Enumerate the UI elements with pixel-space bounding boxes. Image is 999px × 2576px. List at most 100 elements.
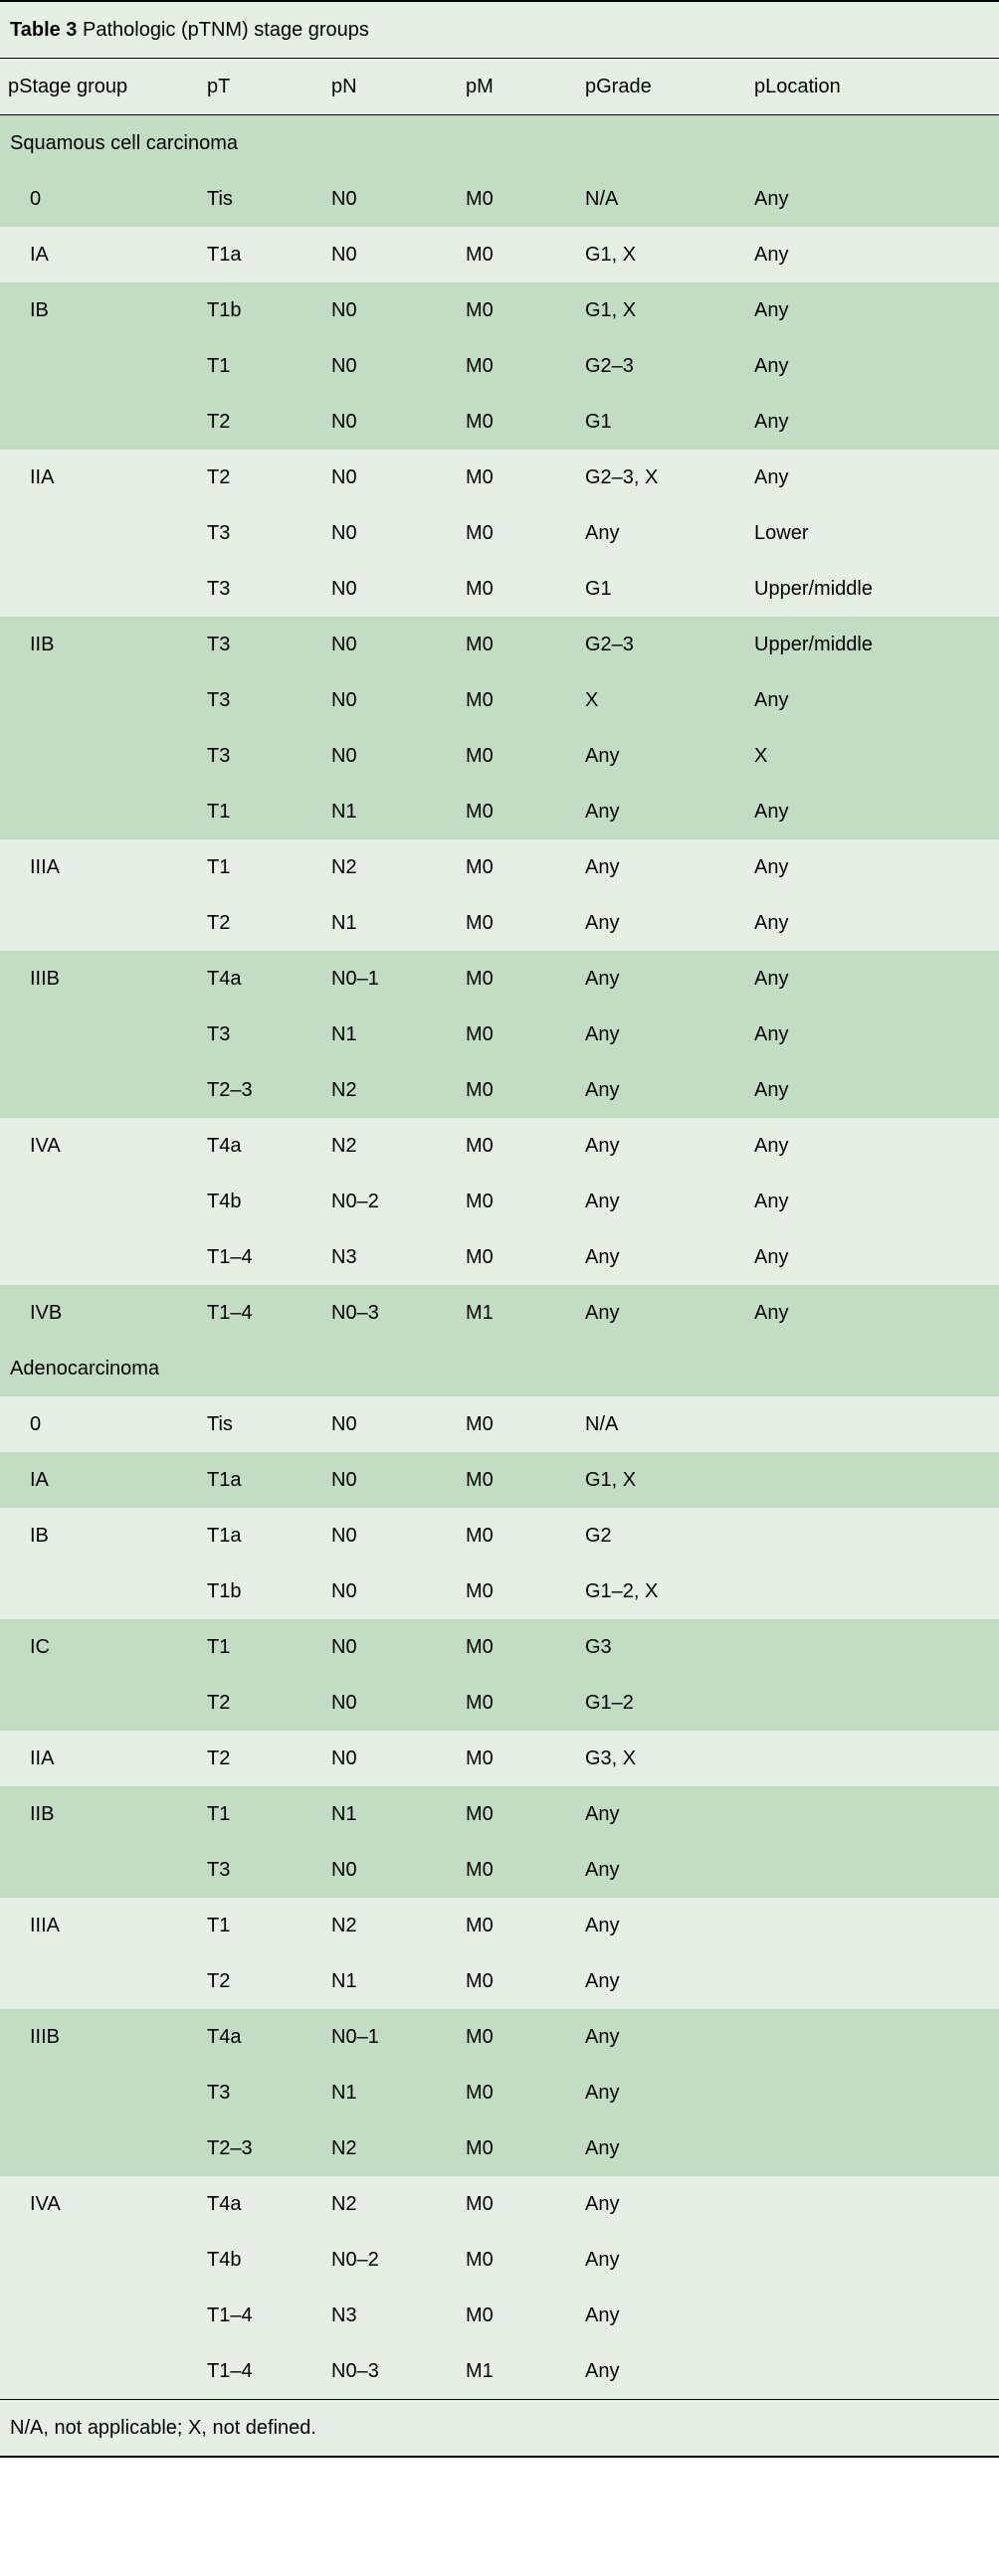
table-footnote-row: N/A, not applicable; X, not defined. (0, 2400, 999, 2458)
cell-plocation: Upper/middle (746, 561, 999, 617)
cell-pm: M0 (458, 171, 577, 227)
cell-pn: N0 (323, 672, 458, 728)
table-row: T2N1M0AnyAny (0, 895, 999, 951)
cell-pn: N1 (323, 1007, 458, 1062)
cell-pt: T4a (199, 951, 323, 1007)
cell-stage: IIA (0, 1731, 199, 1786)
cell-stage (0, 2288, 199, 2343)
table-row: T3N0M0XAny (0, 672, 999, 728)
cell-pm: M0 (458, 227, 577, 282)
cell-pn: N3 (323, 2288, 458, 2343)
cell-pn: N0 (323, 617, 458, 672)
table-row: T1bN0M0G1–2, X (0, 1564, 999, 1619)
cell-stage (0, 2232, 199, 2288)
cell-stage (0, 1842, 199, 1898)
cell-pt: T4a (199, 2176, 323, 2232)
cell-plocation: Any (746, 839, 999, 895)
table-row: T2–3N2M0AnyAny (0, 1062, 999, 1118)
cell-plocation (746, 1452, 999, 1508)
cell-pt: T4a (199, 1118, 323, 1174)
table-row: T1N1M0AnyAny (0, 784, 999, 839)
table-row: T1N0M0G2–3Any (0, 338, 999, 394)
cell-plocation: Any (746, 227, 999, 282)
cell-stage: 0 (0, 171, 199, 227)
cell-pt: T3 (199, 2065, 323, 2120)
cell-pt: T3 (199, 561, 323, 617)
cell-pgrade: G1–2, X (577, 1564, 746, 1619)
cell-stage: IVA (0, 1118, 199, 1174)
cell-plocation: Any (746, 895, 999, 951)
table-row: IBT1aN0M0G2 (0, 1508, 999, 1564)
cell-pt: T1 (199, 784, 323, 839)
cell-stage (0, 338, 199, 394)
table-row: IIIBT4aN0–1M0Any (0, 2009, 999, 2065)
cell-pt: T1 (199, 839, 323, 895)
cell-pm: M0 (458, 2009, 577, 2065)
cell-pn: N1 (323, 2065, 458, 2120)
cell-plocation: Any (746, 1118, 999, 1174)
cell-pm: M0 (458, 1007, 577, 1062)
cell-pt: T2–3 (199, 2120, 323, 2176)
cell-pgrade: Any (577, 784, 746, 839)
cell-stage (0, 728, 199, 784)
cell-pn: N0–3 (323, 2343, 458, 2400)
cell-pm: M0 (458, 561, 577, 617)
cell-plocation (746, 2009, 999, 2065)
cell-pm: M0 (458, 505, 577, 561)
cell-stage: IA (0, 227, 199, 282)
cell-plocation (746, 1953, 999, 2009)
cell-pgrade: G3 (577, 1619, 746, 1675)
cell-pgrade: Any (577, 895, 746, 951)
cell-pt: T1b (199, 282, 323, 338)
cell-pgrade: Any (577, 951, 746, 1007)
table-row: IVAT4aN2M0AnyAny (0, 1118, 999, 1174)
cell-pm: M0 (458, 1564, 577, 1619)
cell-plocation: Any (746, 282, 999, 338)
cell-pgrade: Any (577, 1118, 746, 1174)
cell-stage: IIIB (0, 951, 199, 1007)
cell-pt: T1–4 (199, 2288, 323, 2343)
cell-pt: T2 (199, 1953, 323, 2009)
cell-pn: N0 (323, 505, 458, 561)
cell-pgrade: N/A (577, 171, 746, 227)
cell-pt: T1b (199, 1564, 323, 1619)
table-row: T3N0M0G1Upper/middle (0, 561, 999, 617)
table-title: Table 3 Pathologic (pTNM) stage groups (0, 1, 999, 59)
cell-pgrade: X (577, 672, 746, 728)
cell-pt: T3 (199, 728, 323, 784)
cell-pn: N2 (323, 2176, 458, 2232)
cell-pt: T2 (199, 450, 323, 505)
cell-pt: T2 (199, 1731, 323, 1786)
cell-pn: N0 (323, 338, 458, 394)
cell-pgrade: G1 (577, 561, 746, 617)
table-row: T3N0M0Any (0, 1842, 999, 1898)
cell-pgrade: Any (577, 1007, 746, 1062)
cell-stage: 0 (0, 1396, 199, 1452)
cell-stage: IIB (0, 617, 199, 672)
column-header: pN (323, 59, 458, 115)
cell-pt: T3 (199, 505, 323, 561)
column-header-row: pStage grouppTpNpMpGradepLocation (0, 59, 999, 115)
cell-stage (0, 2343, 199, 2400)
cell-stage (0, 1174, 199, 1229)
cell-pgrade: Any (577, 1842, 746, 1898)
cell-stage (0, 1062, 199, 1118)
table-row: T4bN0–2M0Any (0, 2232, 999, 2288)
table-row: T4bN0–2M0AnyAny (0, 1174, 999, 1229)
cell-pn: N0 (323, 450, 458, 505)
cell-pn: N0 (323, 394, 458, 450)
cell-pn: N2 (323, 839, 458, 895)
table-row: IIIAT1N2M0Any (0, 1898, 999, 1953)
cell-pm: M0 (458, 1898, 577, 1953)
cell-pm: M0 (458, 1174, 577, 1229)
cell-stage (0, 561, 199, 617)
table-row: T3N1M0AnyAny (0, 1007, 999, 1062)
cell-stage (0, 784, 199, 839)
cell-pt: T2 (199, 1675, 323, 1731)
cell-stage (0, 1564, 199, 1619)
column-header: pT (199, 59, 323, 115)
cell-pgrade: Any (577, 505, 746, 561)
cell-pt: T1 (199, 338, 323, 394)
cell-pm: M0 (458, 2232, 577, 2288)
cell-pgrade: Any (577, 2232, 746, 2288)
